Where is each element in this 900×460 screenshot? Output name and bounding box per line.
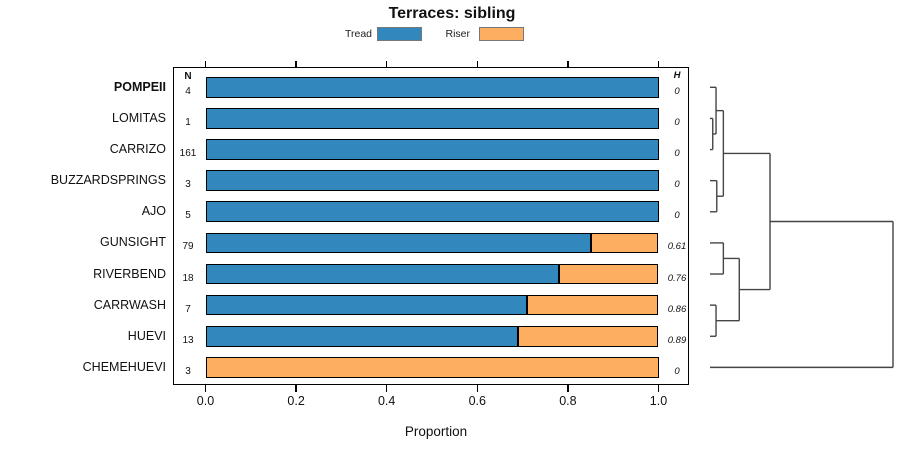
axis-tick-top [567, 60, 569, 67]
h-value: 0.89 [667, 334, 687, 346]
axis-tick-bottom [204, 385, 207, 392]
axis-tick-bottom [476, 385, 479, 392]
n-column-header: N [184, 71, 192, 82]
legend-swatch-tread-icon [377, 27, 422, 41]
row-label: HUEVI [127, 328, 166, 343]
axis-tick-bottom [657, 385, 660, 392]
bar-segment-tread [205, 108, 659, 129]
stacked-bar [205, 232, 659, 254]
chart-title: Terraces: sibling [388, 5, 516, 22]
bar-segment-tread [205, 232, 591, 254]
axis-tick-top [295, 60, 297, 67]
axis-tick-bottom [295, 385, 297, 392]
n-value: 5 [185, 210, 191, 222]
h-value: 0.86 [667, 303, 687, 315]
bar-segment-tread [205, 170, 659, 191]
bar-segment-tread [205, 263, 559, 285]
n-value: 3 [185, 179, 191, 191]
bar-segment-tread [205, 77, 659, 98]
n-value: 161 [179, 148, 197, 160]
row-label: CHEMEHUEVI [82, 359, 166, 374]
bar-segment-riser [527, 294, 659, 316]
x-tick-label: 0.0 [196, 394, 215, 408]
x-tick-label: 1.0 [649, 394, 668, 408]
n-value: 18 [182, 272, 194, 284]
row-label: CARRIZO [109, 142, 166, 157]
stacked-bar [205, 77, 659, 98]
h-value: 0.61 [667, 241, 687, 253]
legend-swatch-riser-icon [479, 27, 524, 41]
stacked-bar [205, 108, 659, 129]
h-value: 0 [674, 365, 680, 377]
row-label: CARRWASH [93, 297, 166, 312]
n-value: 7 [185, 303, 191, 315]
axis-tick-top [204, 60, 207, 67]
bar-segment-riser [205, 357, 659, 378]
row-label: BUZZARDSPRINGS [50, 173, 166, 188]
stacked-bar [205, 139, 659, 160]
bar-segment-riser [518, 325, 659, 347]
stacked-bar [205, 170, 659, 191]
n-value: 79 [182, 241, 194, 253]
h-value: 0 [674, 116, 680, 128]
x-tick-label: 0.8 [559, 394, 577, 408]
bar-segment-tread [205, 294, 528, 316]
x-tick-label: 0.2 [287, 394, 305, 408]
row-label: GUNSIGHT [100, 235, 166, 250]
x-tick-label: 0.6 [468, 394, 486, 408]
axis-tick-top [476, 60, 479, 67]
n-value: 3 [185, 365, 191, 377]
bar-segment-tread [205, 325, 519, 347]
axis-tick-top [385, 60, 388, 67]
stacked-bar [205, 263, 659, 285]
bar-segment-riser [590, 232, 659, 254]
bar-segment-tread [205, 139, 659, 160]
h-value: 0.76 [667, 272, 687, 284]
legend-label-riser: Riser [445, 28, 470, 40]
bar-segment-tread [205, 201, 659, 223]
axis-tick-top [657, 60, 660, 67]
stacked-bar [205, 294, 659, 316]
x-tick-label: 0.4 [377, 394, 396, 408]
n-value: 1 [185, 116, 191, 128]
h-value: 0 [674, 210, 680, 222]
h-value: 0 [674, 85, 680, 97]
x-axis-label: Proportion [404, 424, 468, 439]
row-label: AJO [141, 204, 166, 219]
row-label: POMPEII [113, 79, 166, 94]
legend-label-tread: Tread [344, 28, 372, 40]
stacked-bar [205, 325, 659, 347]
stacked-bar [205, 357, 659, 378]
row-label: RIVERBEND [93, 266, 166, 281]
h-column-header: H [673, 70, 681, 81]
n-value: 4 [185, 85, 191, 97]
bar-segment-riser [558, 263, 659, 285]
axis-tick-bottom [567, 385, 569, 392]
axis-tick-bottom [385, 385, 388, 392]
stacked-bar [205, 201, 659, 223]
row-label: LOMITAS [112, 110, 166, 125]
h-value: 0 [674, 179, 680, 191]
n-value: 13 [182, 334, 194, 346]
h-value: 0 [674, 148, 680, 160]
